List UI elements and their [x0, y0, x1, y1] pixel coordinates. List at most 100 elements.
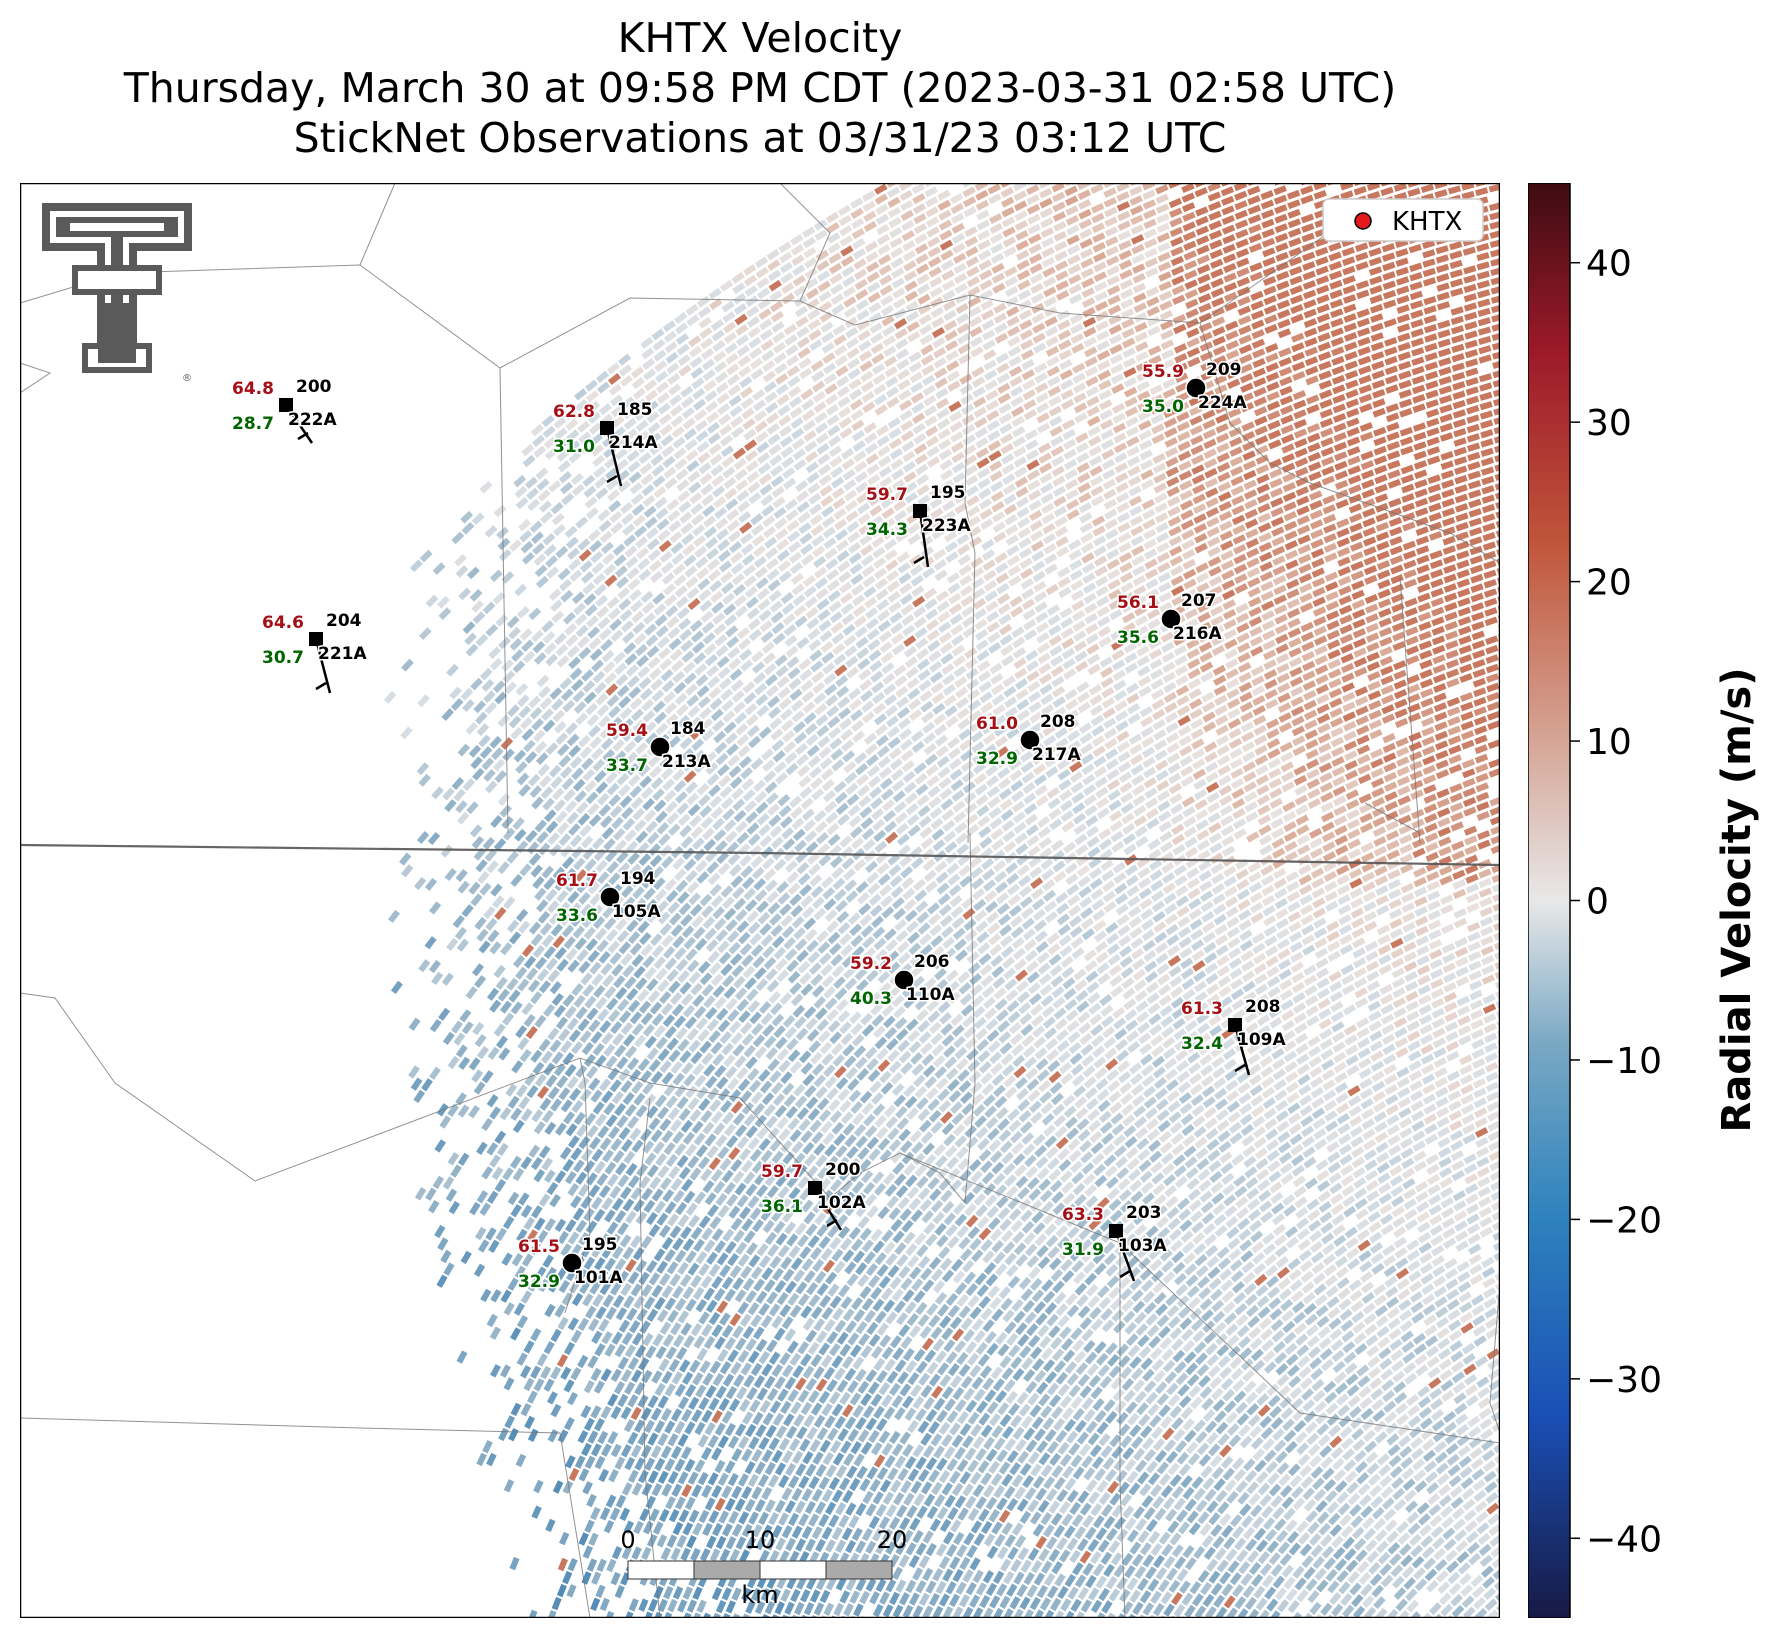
- velocity-gate: [1085, 1420, 1098, 1434]
- velocity-gate: [1383, 1265, 1397, 1278]
- velocity-gate: [1348, 1279, 1362, 1292]
- radar-map[interactable]: 64.8 200 28.7 222A 62.8 185 31.0 214A 59.7 195 34.…: [19, 182, 1501, 1619]
- velocity-gate: [1374, 1121, 1388, 1133]
- velocity-gate: [1410, 1100, 1424, 1112]
- velocity-gate: [1362, 1595, 1375, 1609]
- velocity-gate: [1100, 1551, 1113, 1565]
- velocity-gate: [1425, 1153, 1440, 1165]
- velocity-gate: [1437, 1337, 1451, 1350]
- velocity-gate: [1413, 1567, 1426, 1580]
- velocity-gate: [1010, 1559, 1022, 1573]
- velocity-gate: [1235, 1196, 1249, 1209]
- velocity-gate: [1215, 1421, 1229, 1435]
- velocity-gate: [1442, 1527, 1456, 1540]
- velocity-gate: [1481, 1449, 1496, 1462]
- velocity-gate: [932, 1568, 944, 1582]
- velocity-gate: [1348, 1405, 1362, 1419]
- velocity-gate: [1204, 1488, 1217, 1502]
- velocity-gate: [1154, 1449, 1168, 1463]
- velocity-gate: [1202, 1409, 1216, 1422]
- velocity-gate: [1473, 1087, 1487, 1099]
- velocity-gate: [1428, 1204, 1442, 1216]
- velocity-gate: [1325, 1402, 1339, 1416]
- velocity-gate: [939, 1518, 952, 1533]
- velocity-gate: [1437, 1483, 1451, 1497]
- velocity-gate: [1484, 1042, 1498, 1053]
- velocity-gate: [1327, 1512, 1341, 1526]
- velocity-gate: [1040, 1511, 1053, 1526]
- velocity-gate: [1176, 1451, 1190, 1465]
- velocity-gate: [1378, 1347, 1392, 1360]
- velocity-gate: [1431, 1255, 1445, 1267]
- velocity-gate: [1257, 1306, 1271, 1319]
- velocity-gate: [918, 1592, 930, 1607]
- velocity-gate: [1218, 1257, 1231, 1270]
- velocity-gate: [1298, 1366, 1312, 1379]
- velocity-gate: [1340, 1525, 1354, 1539]
- velocity-gate: [1409, 1080, 1423, 1092]
- velocity-gate: [1196, 1363, 1210, 1377]
- velocity-gate: [1235, 1313, 1249, 1327]
- velocity-gate: [1353, 1449, 1367, 1463]
- velocity-gate: [1408, 1280, 1423, 1293]
- velocity-gate: [1122, 1310, 1136, 1324]
- velocity-gate: [1173, 1604, 1186, 1618]
- velocity-gate: [1376, 1453, 1390, 1466]
- velocity-gate: [1473, 1335, 1487, 1347]
- velocity-gate: [1214, 1410, 1227, 1424]
- velocity-gate: [1353, 1332, 1367, 1345]
- velocity-gate: [1091, 1456, 1104, 1470]
- velocity-gate: [1365, 1334, 1379, 1347]
- velocity-gate: [1242, 1584, 1255, 1599]
- velocity-gate: [1094, 1341, 1107, 1355]
- velocity-gate: [1296, 1589, 1309, 1603]
- velocity-gate: [1353, 1537, 1367, 1551]
- velocity-gate: [1212, 1535, 1225, 1549]
- velocity-gate: [1387, 1317, 1401, 1330]
- velocity-gate: [1397, 1424, 1411, 1437]
- velocity-gate: [1342, 1195, 1356, 1208]
- velocity-gate: [1134, 1390, 1147, 1404]
- velocity-gate: [1323, 1557, 1337, 1571]
- velocity-gate: [1457, 1271, 1471, 1283]
- velocity-gate: [1429, 1602, 1442, 1616]
- velocity-gate: [1132, 1506, 1145, 1520]
- velocity-gate: [1113, 1320, 1126, 1334]
- velocity-gate: [1333, 1468, 1347, 1482]
- velocity-gate: [1206, 1558, 1219, 1572]
- velocity-gate: [1280, 1407, 1294, 1420]
- velocity-gate: [1126, 1470, 1139, 1484]
- velocity-gate: [1199, 1298, 1213, 1311]
- velocity-gate: [1242, 1369, 1256, 1383]
- velocity-gate: [1212, 1399, 1226, 1412]
- velocity-gate: [1316, 1423, 1330, 1436]
- velocity-gate: [1053, 1476, 1066, 1491]
- velocity-gate: [1378, 1192, 1392, 1205]
- velocity-gate: [1363, 1313, 1377, 1326]
- velocity-gate: [1253, 1262, 1267, 1276]
- velocity-gate: [1435, 1106, 1450, 1118]
- velocity-gate: [1363, 1149, 1377, 1161]
- velocity-gate: [1486, 1101, 1500, 1112]
- velocity-gate: [1154, 1507, 1167, 1521]
- velocity-gate: [942, 1568, 954, 1582]
- velocity-gate: [1373, 1294, 1388, 1307]
- velocity-gate: [1481, 1256, 1495, 1269]
- velocity-gate: [1451, 1170, 1466, 1182]
- velocity-gate: [1199, 1523, 1212, 1537]
- velocity-gate: [1056, 1537, 1068, 1551]
- velocity-gate: [1362, 1128, 1376, 1141]
- velocity-gate: [1374, 1304, 1388, 1317]
- velocity-gate: [1460, 1084, 1474, 1095]
- velocity-gate: [1069, 1501, 1082, 1516]
- velocity-gate: [1449, 1120, 1463, 1132]
- velocity-gate: [1486, 1110, 1500, 1122]
- velocity-gate: [1490, 1410, 1500, 1422]
- velocity-gate: [1376, 1151, 1390, 1164]
- velocity-gate: [1489, 1180, 1500, 1191]
- velocity-gate: [998, 1509, 1011, 1523]
- velocity-gate: [1122, 1446, 1135, 1460]
- velocity-gate: [1386, 1124, 1401, 1136]
- velocity-gate: [1407, 1260, 1421, 1272]
- velocity-gate: [1030, 1560, 1043, 1574]
